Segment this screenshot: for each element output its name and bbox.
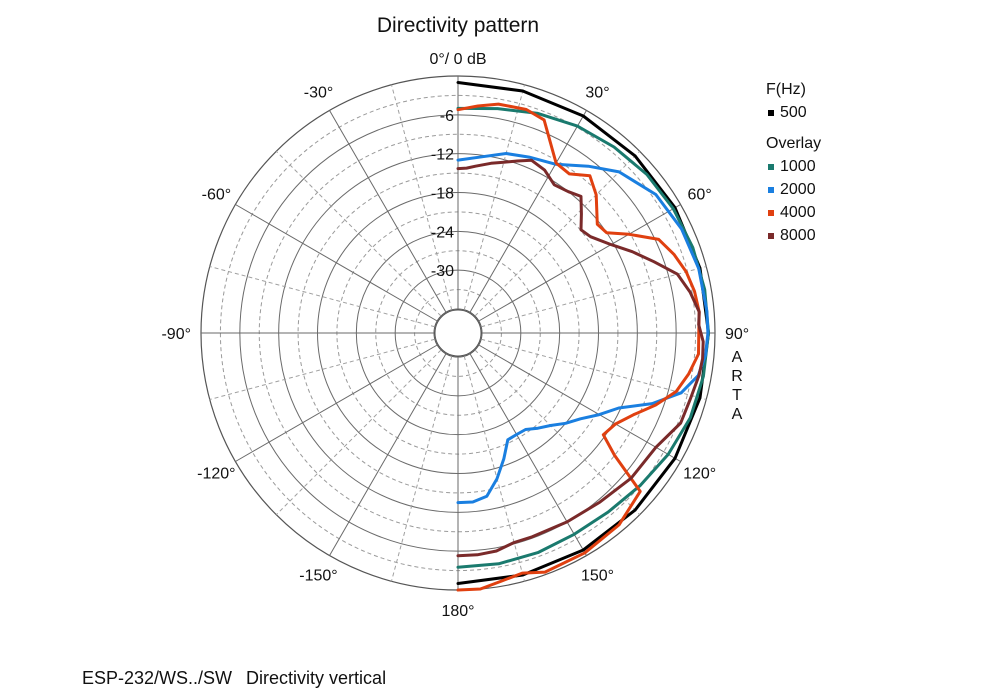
- legend-item: 4000: [766, 201, 821, 224]
- center-hub: [434, 309, 482, 357]
- spoke-minor: [391, 356, 453, 582]
- radius-tick-labels: -6 -12 -18 -24 -30: [431, 108, 454, 280]
- spoke-minor: [481, 266, 707, 328]
- angle-label: 150°: [581, 568, 614, 585]
- angle-label: -120°: [197, 466, 235, 483]
- series-line-8000: [456, 158, 705, 558]
- legend-label: 1000: [780, 158, 816, 175]
- angle-label: 120°: [683, 466, 716, 483]
- arta-letter: A: [731, 349, 743, 366]
- radius-tick-label: -12: [431, 147, 454, 164]
- angle-label: 90°: [725, 326, 749, 343]
- legend-item: 2000: [766, 178, 821, 201]
- spoke: [329, 353, 447, 556]
- angle-label: 30°: [585, 84, 609, 101]
- spoke-minor: [209, 266, 435, 328]
- arta-watermark: A R T A: [730, 348, 744, 424]
- spoke-minor: [474, 349, 641, 516]
- spoke: [478, 204, 681, 322]
- spoke: [235, 344, 438, 462]
- angle-label: -60°: [202, 187, 232, 204]
- angle-label: 60°: [688, 187, 712, 204]
- spoke-minor: [481, 338, 707, 400]
- spoke: [469, 353, 587, 556]
- spoke: [235, 204, 438, 322]
- radius-tick-label: -24: [431, 224, 454, 241]
- arta-letter: T: [732, 387, 742, 404]
- legend-item: 1000: [766, 155, 821, 178]
- legend-swatch: [768, 109, 774, 116]
- spoke-minor: [474, 150, 641, 317]
- center-disc: [434, 309, 482, 357]
- angle-label: -150°: [299, 568, 337, 585]
- legend-main-series: 500: [766, 101, 821, 124]
- legend-swatch: [768, 232, 774, 239]
- spoke: [469, 110, 587, 313]
- angle-label-zero: 0°/ 0 dB: [429, 51, 486, 68]
- radius-tick-label: -18: [431, 186, 454, 203]
- spoke-minor: [463, 84, 525, 310]
- spoke-minor: [275, 349, 442, 516]
- spoke-minor: [391, 84, 453, 310]
- legend-heading: F(Hz): [766, 81, 806, 98]
- series-curves: [456, 81, 710, 592]
- chart-title: Directivity pattern: [376, 14, 540, 37]
- legend-label: 500: [780, 104, 807, 121]
- radius-tick-label: -6: [440, 108, 454, 125]
- spoke: [329, 110, 447, 313]
- legend-swatch: [768, 163, 774, 170]
- angle-label: -30°: [304, 84, 334, 101]
- legend-swatch: [768, 209, 774, 216]
- legend-swatch: [768, 186, 774, 193]
- spoke: [478, 344, 681, 462]
- angle-labels: 0°/ 0 dB 30° 60° 90° 120° 150° 180° -150° -120° -…: [161, 51, 749, 620]
- legend-item: 8000: [766, 224, 821, 247]
- footer-model: ESP-232/WS../SW: [82, 668, 233, 688]
- legend-label: 8000: [780, 227, 816, 244]
- footer-caption-text: Directivity vertical: [246, 668, 387, 688]
- legend: F(Hz) 500 Overlay 1000 2000 4000 8000: [766, 78, 821, 247]
- legend-overlay-series: 1000 2000 4000 8000: [766, 155, 821, 247]
- angle-label: -90°: [161, 326, 191, 343]
- spoke-minor: [463, 356, 525, 582]
- footer-caption: ESP-232/WS../SW Directivity vertical: [82, 668, 400, 689]
- radius-tick-label: -30: [431, 263, 454, 280]
- angle-label: 180°: [441, 603, 474, 620]
- legend-item: 500: [766, 101, 821, 124]
- legend-overlay-heading: Overlay: [766, 135, 822, 152]
- legend-label: 2000: [780, 181, 816, 198]
- spoke-minor: [209, 338, 435, 400]
- arta-letter: A: [731, 406, 743, 423]
- spoke-minor: [275, 150, 442, 317]
- arta-letter: R: [731, 368, 743, 385]
- legend-label: 4000: [780, 204, 816, 221]
